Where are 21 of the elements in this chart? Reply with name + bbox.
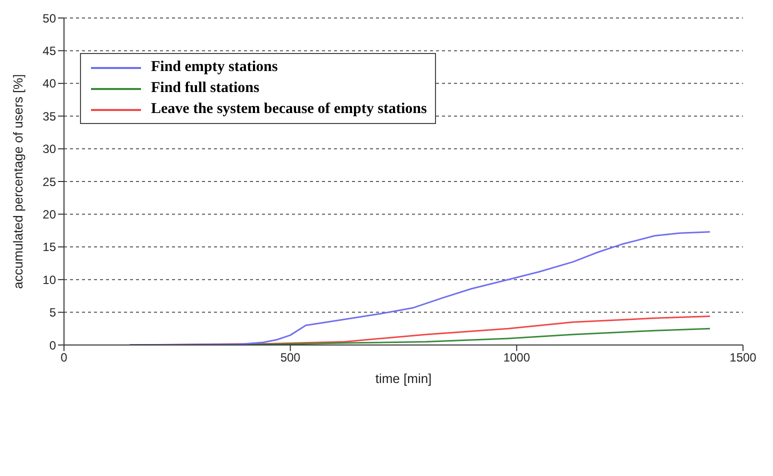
x-tick-label: 1000: [503, 350, 530, 365]
y-tick-label: 15: [42, 240, 56, 254]
y-tick-label: 30: [42, 142, 56, 156]
x-axis-title: time [min]: [375, 371, 432, 386]
line-series: [128, 231, 711, 345]
y-tick-label: 0: [49, 338, 56, 352]
y-tick-label: 45: [42, 44, 56, 58]
y-axis-title: accumulated percentage of users [%]: [10, 74, 26, 289]
legend-label: Find full stations: [151, 79, 260, 98]
x-tick-label: 1500: [730, 350, 757, 365]
legend-label: Leave the system because of empty stations: [151, 100, 427, 119]
x-tick-label: 0: [60, 350, 68, 365]
y-tick-label: 10: [42, 272, 56, 287]
y-tick-label: 50: [42, 11, 56, 26]
y-tick-label: 35: [42, 109, 56, 124]
y-tick-label: 20: [42, 207, 56, 222]
y-tick-label: 40: [42, 76, 56, 91]
y-tick-label: 25: [42, 174, 56, 189]
y-tick-label: 5: [49, 306, 56, 320]
legend-label: Find empty stations: [151, 58, 278, 77]
x-tick-label: 500: [280, 350, 301, 365]
